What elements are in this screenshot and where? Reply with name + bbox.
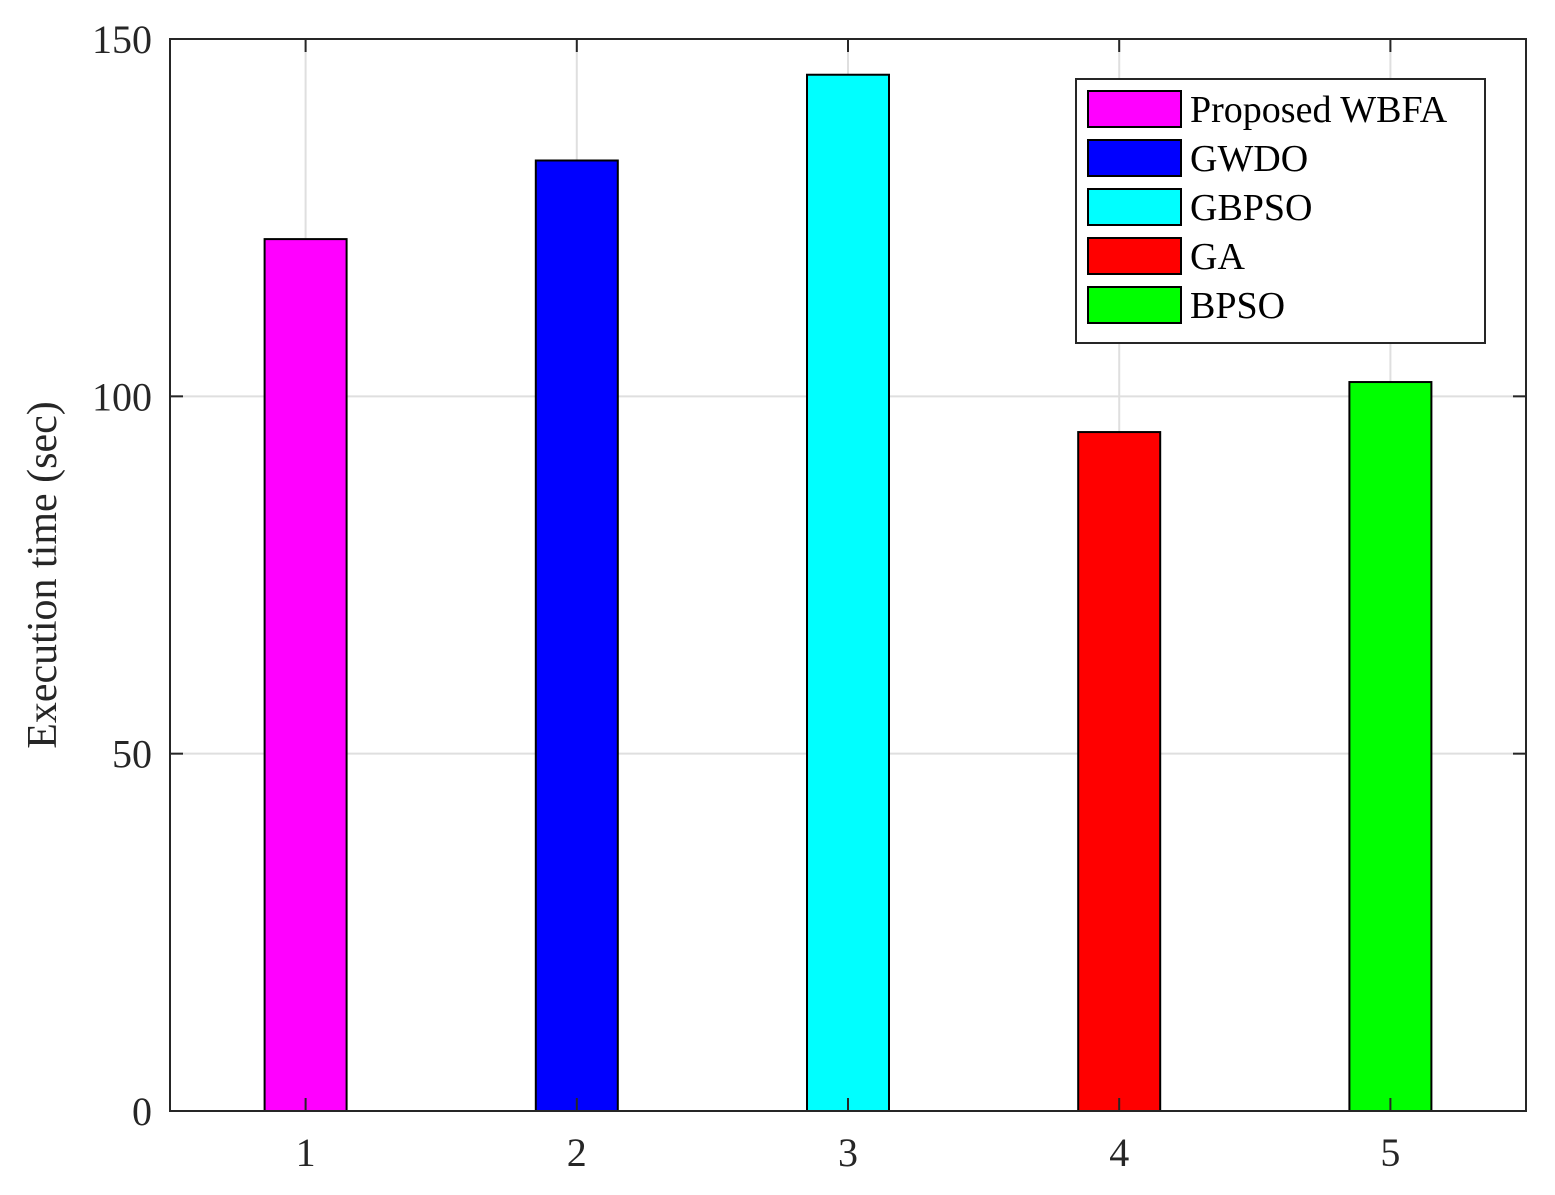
x-tick-label: 1 — [296, 1130, 316, 1175]
bars — [263, 73, 1433, 1113]
legend: Proposed WBFA GWDO GBPSO GA BPSO — [1075, 78, 1486, 344]
y-tick-label: 50 — [112, 732, 152, 777]
legend-label: GA — [1190, 236, 1245, 278]
y-tick-label: 100 — [92, 374, 152, 419]
bar — [1077, 431, 1162, 1113]
legend-label: BPSO — [1190, 285, 1285, 327]
legend-swatch — [1087, 237, 1182, 275]
bar — [1348, 381, 1433, 1113]
x-tick-label: 2 — [567, 1130, 587, 1175]
x-tick-label: 3 — [838, 1130, 858, 1175]
legend-swatch — [1087, 90, 1182, 128]
legend-swatch — [1087, 188, 1182, 226]
legend-label: GWDO — [1190, 138, 1308, 180]
y-axis-label: Execution time (sec) — [20, 401, 66, 749]
x-tick-labels: 1 2 3 4 5 — [296, 1130, 1401, 1175]
bar — [806, 73, 890, 1113]
x-tick-label: 4 — [1109, 1130, 1129, 1175]
x-tick-label: 5 — [1380, 1130, 1400, 1175]
bar — [534, 159, 619, 1112]
bar — [263, 238, 348, 1112]
y-tick-labels: 0 50 100 150 — [92, 17, 152, 1134]
legend-swatch — [1087, 286, 1182, 324]
y-tick-label: 0 — [132, 1089, 152, 1134]
legend-label: Proposed WBFA — [1190, 89, 1448, 131]
y-tick-label: 150 — [92, 17, 152, 62]
legend-swatch — [1087, 139, 1182, 177]
legend-label: GBPSO — [1190, 187, 1313, 229]
axis-ticks — [170, 38, 1526, 1112]
